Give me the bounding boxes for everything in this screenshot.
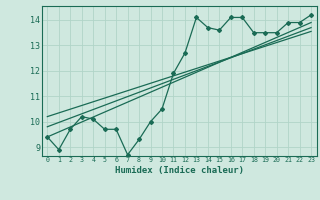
X-axis label: Humidex (Indice chaleur): Humidex (Indice chaleur)	[115, 166, 244, 175]
